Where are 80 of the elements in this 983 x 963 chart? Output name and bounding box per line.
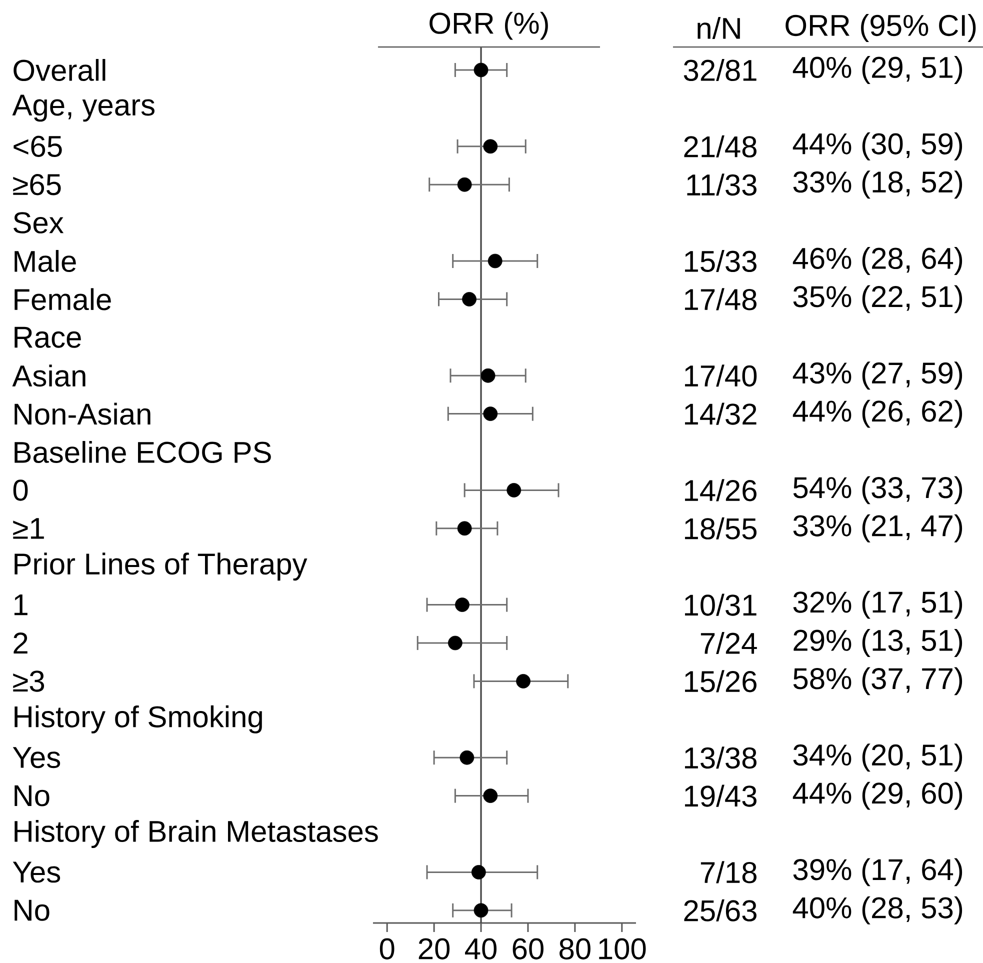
text: 15/26 [685,670,756,692]
y-tick-label: Sex [14,212,64,234]
y-tick-label: <65 [14,136,62,158]
data-label: 58% (37, 77) [793,667,962,696]
data-label: 44% (26, 62) [792,400,962,428]
text: 7/18 [700,861,756,884]
text: 7/24 [700,632,757,654]
point [483,406,498,421]
data-label: 44% (30, 59) [792,132,962,160]
y-tick-label: Yes [12,747,60,768]
data-label: 44% (29, 60) [792,782,962,810]
text: 21/48 [684,135,756,158]
y-tick-label: 2 [14,632,28,654]
data-label: 34% (20, 51) [793,744,962,772]
data-label: 40% (29, 51) [792,56,962,84]
point [506,482,522,498]
data-label: 33% (18, 52) [793,170,962,199]
point [460,750,474,765]
data-label: 33% (21, 47) [793,514,962,542]
point [455,598,470,612]
x-tick-label: 100 [599,938,646,960]
text: 14/26 [685,479,756,502]
data-label: 39% (17, 64) [793,858,962,886]
data-label: 32% (17, 51) [793,590,962,619]
data-label: 54% (33, 73) [793,476,962,504]
text: 25/63 [684,899,756,922]
y-tick-label: Yes [12,862,60,883]
y-tick-label: No [14,900,50,921]
y-tick-label: Prior Lines of Therapy [14,552,308,581]
y-tick-label: 1 [14,594,28,616]
y-tick-label: Race [14,326,81,348]
point [457,177,472,192]
y-tick-label: Asian [12,364,86,387]
text: 14/32 [685,402,756,425]
x-tick-label: 60 [512,938,544,960]
point [457,521,472,536]
point [471,864,486,880]
point [480,368,496,383]
text: 11/33 [687,174,756,196]
point [488,254,502,268]
text: 10/31 [685,594,756,616]
y-tick-label: ≥65 [13,174,61,196]
point [448,636,462,650]
x-tick-label: 0 [380,938,394,960]
text: 18/55 [685,517,757,540]
y-tick-label: Female [14,288,111,310]
y-tick-label: Baseline ECOG PS [14,440,271,464]
y-tick-label: ≥3 [13,670,44,692]
point [483,788,498,803]
text: 17/48 [685,288,756,310]
y-tick-label: No [14,785,50,806]
text: n/N [698,17,740,40]
text: 17/40 [685,364,757,387]
data-label: 43% (27, 59) [792,362,962,390]
data-label: 46% (28, 64) [792,247,962,275]
point [474,62,488,78]
y-tick-label: ≥1 [13,518,44,539]
x-tick-label: 40 [465,938,497,960]
y-tick-label: Male [14,250,76,272]
point [474,903,488,918]
y-tick-label: Age, years [12,94,154,122]
x-axis-title: ORR (%) [430,12,548,40]
point [483,139,498,154]
y-tick-label: Overall [14,58,106,82]
data-label: 40% (28, 53) [792,896,962,924]
y-tick-label: History of Brain Metastases [14,820,378,848]
x-tick-label: 20 [418,938,450,960]
y-tick-label: Non-Asian [14,402,150,425]
x-tick-label: 80 [560,938,590,960]
y-tick-label: History of Smoking [14,705,262,734]
text: ORR (95% CI) [786,14,976,42]
point [516,674,530,688]
text: 32/81 [684,58,756,82]
point [462,292,476,306]
y-tick-label: 0 [13,480,28,501]
data-label: 29% (13, 51) [794,629,962,657]
text: 19/43 [685,784,756,807]
text: 13/38 [685,746,756,769]
text: 15/33 [685,250,756,272]
data-label: 35% (22, 51) [793,285,962,314]
